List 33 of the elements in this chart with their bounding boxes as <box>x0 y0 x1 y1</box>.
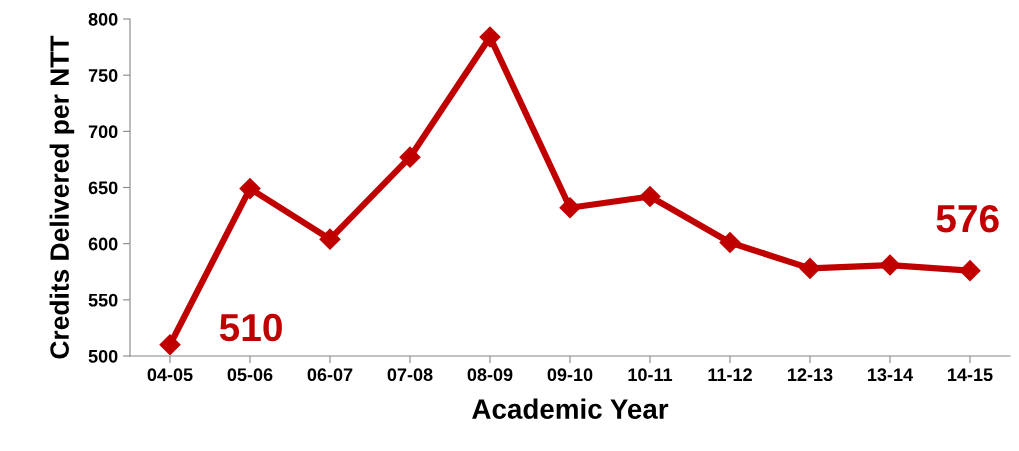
point <box>159 334 181 356</box>
x-tick-label: 14-15 <box>948 368 993 382</box>
point <box>559 197 581 219</box>
y-tick-label: 700 <box>88 125 118 139</box>
y-tick-label: 550 <box>88 293 118 307</box>
x-tick-label: 06-07 <box>307 368 353 382</box>
point <box>799 257 821 279</box>
x-tick-label: 11-12 <box>708 368 752 381</box>
x-tick-label: 10-11 <box>628 368 673 382</box>
annotation: 510 <box>219 313 282 342</box>
point <box>959 260 981 282</box>
annotation: 576 <box>936 204 999 233</box>
point <box>879 254 901 276</box>
point <box>239 178 261 200</box>
y-tick-label: 500 <box>88 349 118 363</box>
y-axis-title: Credits Delivered per NTT <box>49 35 75 359</box>
point <box>719 232 741 254</box>
point <box>639 185 661 208</box>
y-tick-label: 650 <box>88 181 118 195</box>
x-tick-label: 09-10 <box>547 368 593 382</box>
x-tick-label: 05-06 <box>227 368 273 382</box>
point <box>479 26 501 48</box>
x-tick-label: 04-05 <box>147 368 193 382</box>
x-tick-label: 12-13 <box>788 368 833 382</box>
y-tick-label: 600 <box>88 237 118 251</box>
x-tick-label: 08-09 <box>467 368 513 382</box>
point <box>319 228 341 250</box>
x-axis-title: Academic Year <box>472 398 669 419</box>
y-tick-label: 800 <box>88 12 118 26</box>
x-tick-label: 13-14 <box>868 368 913 382</box>
x-tick-label: 07-08 <box>387 368 433 382</box>
point <box>399 146 421 168</box>
y-tick-label: 750 <box>88 69 118 82</box>
